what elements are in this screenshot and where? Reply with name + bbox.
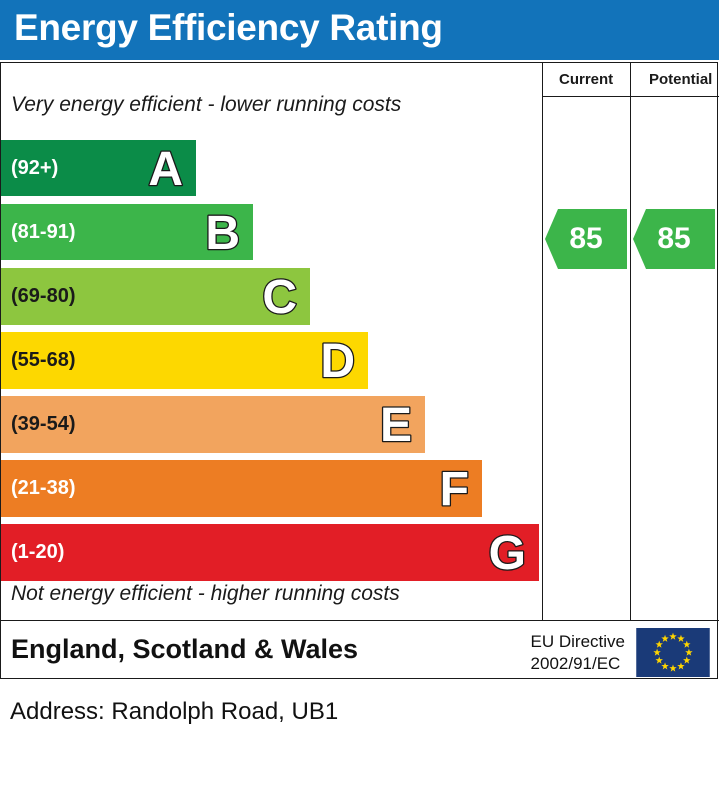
svg-text:D: D bbox=[320, 335, 355, 388]
svg-text:F: F bbox=[440, 463, 469, 516]
svg-text:E: E bbox=[380, 399, 412, 452]
svg-text:A: A bbox=[148, 143, 183, 196]
svg-text:B: B bbox=[205, 207, 240, 260]
svg-text:G: G bbox=[489, 527, 526, 580]
svg-text:C: C bbox=[262, 271, 297, 324]
